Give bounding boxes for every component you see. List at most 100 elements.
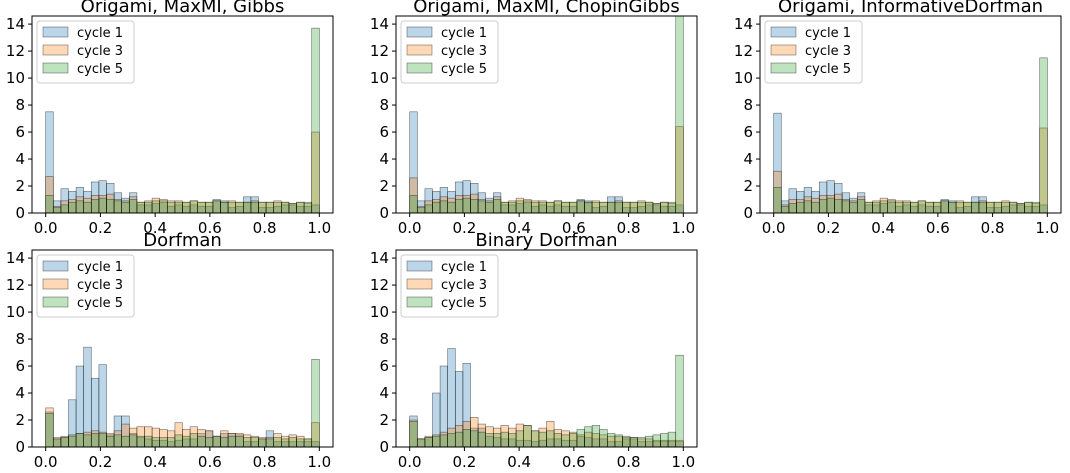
y-tick-label: 0: [15, 204, 25, 222]
histogram-bar: [561, 434, 570, 448]
histogram-bar: [940, 200, 949, 214]
panel-title: Dorfman: [143, 230, 222, 251]
x-tick-label: 0.0: [762, 219, 786, 237]
x-tick-label: 0.0: [398, 453, 422, 471]
histogram-bar: [780, 205, 790, 214]
legend-label: cycle 1: [805, 26, 851, 41]
histogram-bar: [1009, 201, 1018, 214]
x-tick-label: 0.0: [34, 453, 58, 471]
histogram-bar: [948, 201, 957, 214]
panel-title: Binary Dorfman: [475, 230, 617, 251]
histogram-bar: [447, 433, 456, 448]
x-tick-label: 0.0: [398, 219, 422, 237]
histogram-bar: [599, 201, 608, 214]
histogram-bar: [660, 433, 669, 448]
y-tick-label: 0: [379, 438, 389, 456]
chart-panel-2: Origami, MaxMI, ChopinGibbs 0 2 4 6 8 10 12 14 0.…: [370, 0, 698, 237]
histogram-bar: [311, 27, 320, 214]
histogram-bar: [265, 201, 275, 214]
x-tick-label: 0.2: [452, 453, 476, 471]
histogram-bar: [553, 200, 563, 214]
x-tick-label: 0.8: [617, 453, 641, 471]
histogram-bar: [773, 187, 782, 214]
histogram-bar: [136, 435, 145, 448]
x-tick-label: 1.0: [1035, 219, 1059, 237]
histogram-bar: [75, 433, 84, 448]
histogram-bar: [121, 201, 130, 214]
legend-swatch: [406, 26, 433, 38]
legend-swatch: [42, 296, 69, 308]
histogram-bar: [205, 201, 214, 214]
axes-frame: [395, 249, 698, 448]
histogram-bar: [113, 434, 122, 448]
histogram-bar: [166, 437, 176, 448]
legend: cycle 1 cycle 3 cycle 5: [400, 20, 499, 84]
legend-swatch: [406, 62, 433, 74]
histogram-bar: [645, 435, 654, 448]
histogram-bar: [645, 201, 654, 214]
histogram-bar: [159, 200, 168, 214]
x-tick-label: 0.8: [253, 219, 277, 237]
x-tick-label: 0.4: [507, 453, 531, 471]
y-tick-label: 4: [15, 384, 25, 402]
histogram-bar: [856, 199, 866, 214]
y-tick-label: 8: [379, 96, 389, 114]
histogram-bar: [910, 201, 919, 214]
y-tick-label: 2: [379, 177, 389, 195]
histogram-bar: [894, 201, 904, 214]
histogram-bar: [515, 200, 524, 214]
histogram-bar: [818, 199, 828, 214]
histogram-bar: [576, 200, 585, 214]
histogram-bar: [538, 431, 547, 448]
histogram-bar: [220, 201, 229, 214]
histogram-bar: [52, 438, 62, 448]
histogram-bar: [220, 437, 229, 448]
histogram-bar: [553, 433, 563, 448]
histogram-bar: [121, 435, 130, 448]
histogram-bar: [151, 200, 160, 214]
histogram-bar: [622, 435, 631, 448]
histogram-bar: [515, 430, 524, 448]
x-tick-label: 1.0: [671, 453, 695, 471]
x-tick-label: 0.4: [871, 219, 895, 237]
histogram-bar: [243, 201, 252, 214]
legend-label: cycle 1: [77, 260, 123, 275]
histogram-bar: [311, 358, 320, 448]
x-tick-label: 1.0: [671, 219, 695, 237]
x-tick-label: 0.6: [562, 453, 586, 471]
y-tick-label: 4: [743, 150, 753, 168]
x-tick-label: 0.2: [88, 453, 112, 471]
histogram-bar: [637, 437, 646, 448]
legend-label: cycle 5: [805, 62, 851, 77]
histogram-bar: [637, 201, 646, 214]
histogram-bar: [235, 201, 244, 214]
legend: cycle 1 cycle 3 cycle 5: [36, 20, 135, 84]
y-tick-label: 0: [743, 204, 753, 222]
histogram-bar: [508, 433, 517, 448]
histogram-bar: [879, 200, 888, 214]
histogram-bar: [182, 435, 191, 448]
legend-box: [400, 20, 499, 84]
legend-swatch: [42, 44, 69, 56]
histogram-bar: [485, 433, 494, 448]
y-tick-label: 10: [370, 69, 389, 87]
y-tick-label: 8: [743, 96, 753, 114]
x-tick-label: 0.2: [88, 219, 112, 237]
histogram-bar: [424, 437, 433, 448]
histogram-bar: [462, 429, 471, 448]
histogram-bar: [887, 200, 896, 214]
y-tick-label: 14: [370, 249, 389, 267]
histogram-bar: [243, 437, 252, 448]
histogram-bar: [189, 433, 199, 448]
histogram-bar: [500, 201, 509, 214]
histogram-bar: [492, 199, 502, 214]
y-tick-label: 8: [15, 96, 25, 114]
panel-title: Origami, InformativeDorfman: [778, 0, 1043, 17]
histogram-bar: [492, 433, 502, 448]
y-tick-label: 6: [15, 123, 25, 141]
histogram-bar: [68, 434, 77, 448]
histogram-bar: [963, 201, 972, 214]
histogram-bar: [902, 201, 911, 214]
x-tick-label: 0.6: [562, 219, 586, 237]
histogram-bar: [546, 430, 555, 448]
